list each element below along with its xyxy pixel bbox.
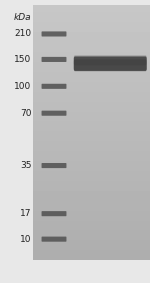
Text: 10: 10 [20, 235, 32, 244]
FancyBboxPatch shape [42, 31, 66, 37]
Text: 35: 35 [20, 161, 32, 170]
FancyBboxPatch shape [42, 163, 66, 168]
FancyBboxPatch shape [42, 57, 66, 62]
Text: kDa: kDa [14, 13, 31, 22]
FancyBboxPatch shape [74, 56, 147, 71]
FancyBboxPatch shape [74, 55, 147, 65]
FancyBboxPatch shape [42, 84, 66, 89]
Text: 100: 100 [14, 82, 32, 91]
Text: 70: 70 [20, 109, 32, 118]
FancyBboxPatch shape [42, 111, 66, 116]
Text: 150: 150 [14, 55, 32, 64]
FancyBboxPatch shape [42, 211, 66, 216]
Text: 17: 17 [20, 209, 32, 218]
Text: 210: 210 [14, 29, 32, 38]
FancyBboxPatch shape [42, 237, 66, 242]
FancyBboxPatch shape [74, 59, 147, 71]
